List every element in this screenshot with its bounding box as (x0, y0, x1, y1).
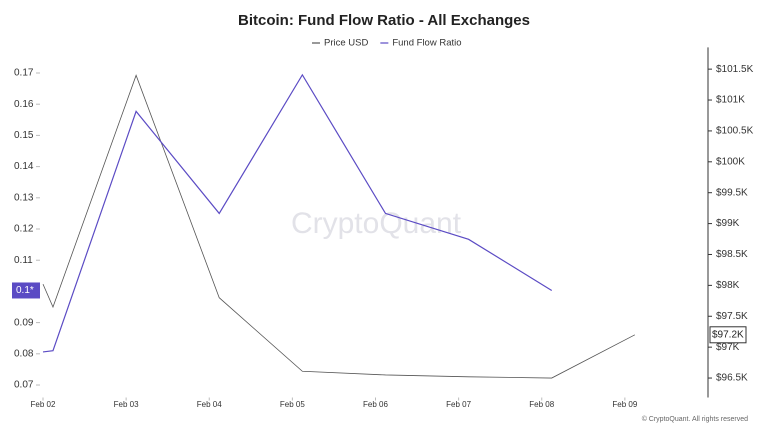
value-badge-label: $97.2K (712, 329, 744, 340)
y2-tick-label: $98.5K (716, 249, 748, 260)
y-tick-label: 0.17 (14, 68, 34, 79)
x-tick-label: Feb 02 (31, 400, 56, 409)
series-line (42, 73, 553, 353)
x-tick-label: Feb 05 (280, 400, 305, 409)
series-line (42, 74, 636, 379)
y2-tick-label: $101K (716, 95, 745, 106)
x-tick-label: Feb 08 (529, 400, 554, 409)
y-tick-label: 0.13 (14, 192, 34, 203)
y2-tick-label: $97K (716, 342, 740, 353)
y-tick-label: 0.09 (14, 317, 34, 328)
y2-tick-label: $99K (716, 218, 740, 229)
y-tick-label: 0.11 (14, 255, 33, 266)
watermark: CryptoQuant (291, 207, 462, 240)
y2-tick-label: $100K (716, 156, 745, 167)
y-tick-label: 0.15 (14, 130, 34, 141)
legend-label: Fund Flow Ratio (392, 38, 461, 49)
x-tick-label: Feb 03 (114, 400, 139, 409)
y2-tick-label: $101.5K (716, 64, 754, 75)
x-tick-label: Feb 06 (363, 400, 388, 409)
y2-tick-label: $96.5K (716, 373, 748, 384)
y-tick-label: 0.07 (14, 380, 34, 391)
y2-tick-label: $97.5K (716, 311, 748, 322)
value-badge-label: 0.1* (16, 285, 34, 296)
value-badge (709, 326, 747, 344)
y-tick-label: 0.14 (14, 161, 34, 172)
x-tick-label: Feb 09 (612, 400, 637, 409)
y2-tick-label: $98K (716, 280, 740, 291)
y-tick-label: 0.08 (14, 348, 34, 359)
y2-tick-label: $100.5K (716, 126, 754, 137)
legend-label: Price USD (324, 38, 368, 49)
footer: © CryptoQuant. All rights reserved (642, 415, 748, 423)
chart-title: Bitcoin: Fund Flow Ratio - All Exchanges (238, 12, 530, 29)
y-tick-label: 0.12 (14, 224, 34, 235)
y2-tick-label: $99.5K (716, 187, 748, 198)
value-badge (12, 282, 40, 299)
x-tick-label: Feb 04 (197, 400, 222, 409)
y-tick-label: 0.16 (14, 99, 34, 110)
x-tick-label: Feb 07 (446, 400, 471, 409)
